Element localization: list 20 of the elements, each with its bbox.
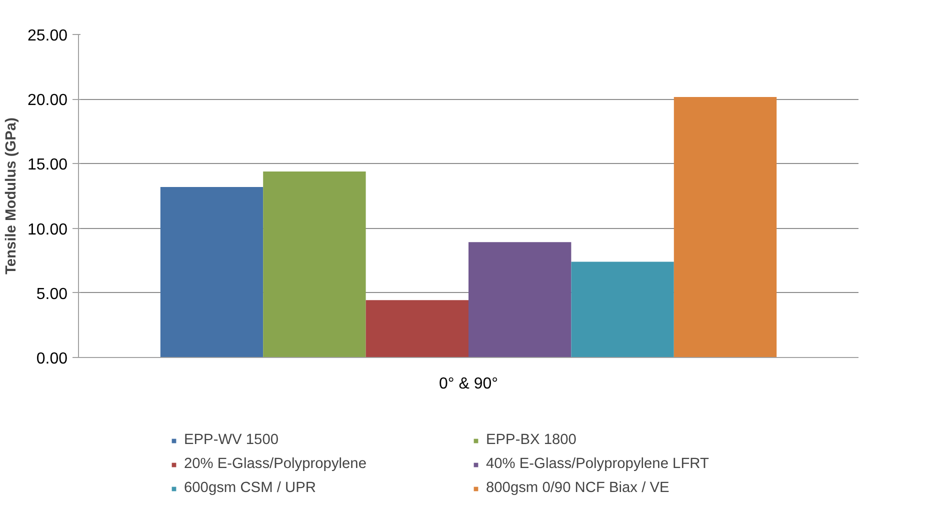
bar	[674, 97, 777, 358]
y-tick-label: 20.00	[27, 92, 68, 110]
bar	[571, 262, 674, 358]
legend-label: 600gsm CSM / UPR	[184, 479, 317, 497]
legend-label: 800gsm 0/90 NCF Biax / VE	[486, 479, 670, 497]
bar	[468, 242, 572, 358]
legend-label: EPP-BX 1800	[486, 431, 578, 449]
y-tick-label: 25.00	[27, 28, 68, 44]
bar	[366, 300, 468, 358]
bar	[160, 186, 264, 358]
legend-label: 40% E-Glass/Polypropylene LFRT	[486, 455, 710, 473]
y-tick-label: 15.00	[27, 156, 68, 174]
legend-label: 20% E-Glass/Polypropylene	[184, 455, 368, 473]
y-axis-title: Tensile Modulus (GPa)	[3, 117, 20, 274]
y-tick-label: 0.00	[36, 350, 68, 368]
legend-label: EPP-WV 1500	[184, 431, 280, 449]
bar	[263, 171, 366, 358]
y-tick-label: 5.00	[36, 286, 68, 303]
x-tick-label: 0° & 90°	[438, 376, 498, 392]
y-tick-label: 10.00	[27, 221, 68, 238]
